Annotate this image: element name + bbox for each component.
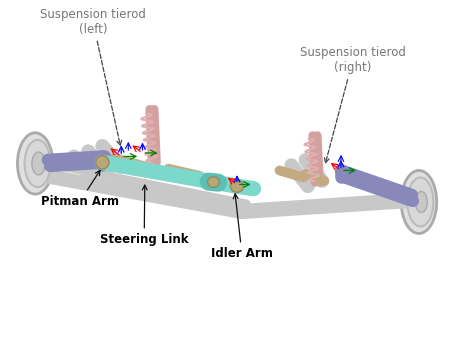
Text: Steering Link: Steering Link [100,185,189,246]
Ellipse shape [230,180,244,192]
Ellipse shape [407,178,433,226]
Ellipse shape [18,133,53,194]
Ellipse shape [25,140,51,187]
Text: Pitman Arm: Pitman Arm [41,170,119,208]
Text: Idler Arm: Idler Arm [211,194,273,261]
Text: Suspension tierod
(right): Suspension tierod (right) [300,46,406,163]
Ellipse shape [401,170,437,234]
Ellipse shape [415,191,427,213]
Ellipse shape [96,156,109,169]
Ellipse shape [208,177,219,187]
Text: Suspension tierod
(left): Suspension tierod (left) [40,7,146,145]
Ellipse shape [32,152,45,175]
